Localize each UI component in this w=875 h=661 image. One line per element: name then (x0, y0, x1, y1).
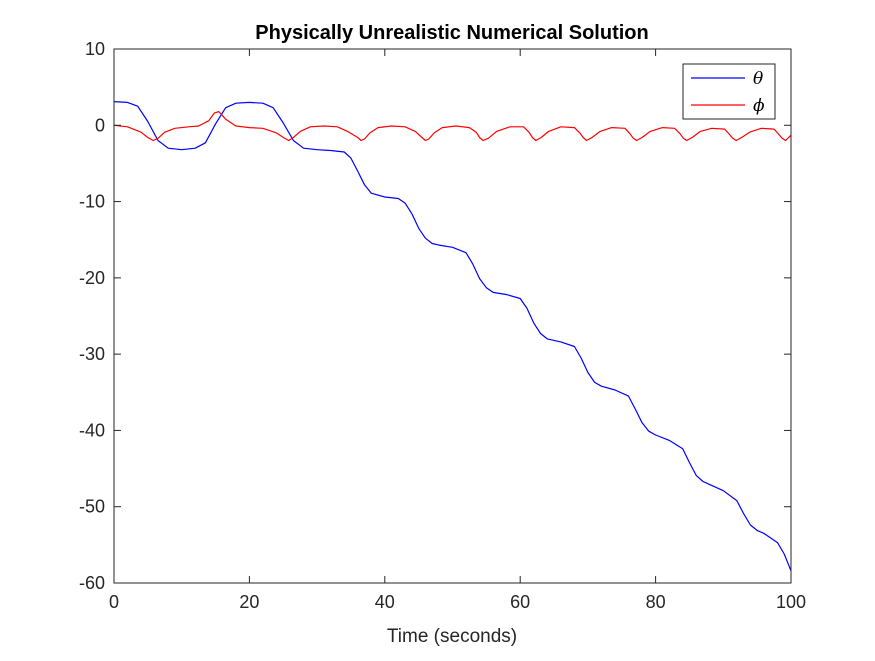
y-tick-label: -10 (79, 192, 105, 212)
y-tick-label: 0 (95, 115, 105, 135)
y-tick-label: -40 (79, 420, 105, 440)
x-tick-label: 80 (646, 592, 666, 612)
x-tick-label: 60 (510, 592, 530, 612)
x-axis-label: Time (seconds) (387, 626, 517, 647)
series-line-theta (113, 101, 792, 572)
x-tick-label: 0 (109, 592, 119, 612)
legend-box (682, 63, 776, 120)
axes-box (113, 48, 792, 584)
series-line-phi (113, 111, 792, 142)
legend-label-theta: θ (753, 69, 763, 89)
y-tick-label: -30 (79, 344, 105, 364)
legend-label-phi: ϕ (753, 96, 765, 116)
x-tick-label: 40 (375, 592, 395, 612)
series-layer (113, 101, 792, 572)
x-tick-label: 20 (239, 592, 259, 612)
legend: θϕ (682, 63, 776, 120)
y-tick-label: 10 (85, 39, 105, 59)
plot-background (114, 49, 791, 583)
y-tick-label: -50 (79, 497, 105, 517)
y-tick-label: -20 (79, 268, 105, 288)
chart-title: Physically Unrealistic Numerical Solutio… (255, 22, 648, 44)
y-tick-label: -60 (79, 573, 105, 593)
x-tick-label: 100 (776, 592, 806, 612)
